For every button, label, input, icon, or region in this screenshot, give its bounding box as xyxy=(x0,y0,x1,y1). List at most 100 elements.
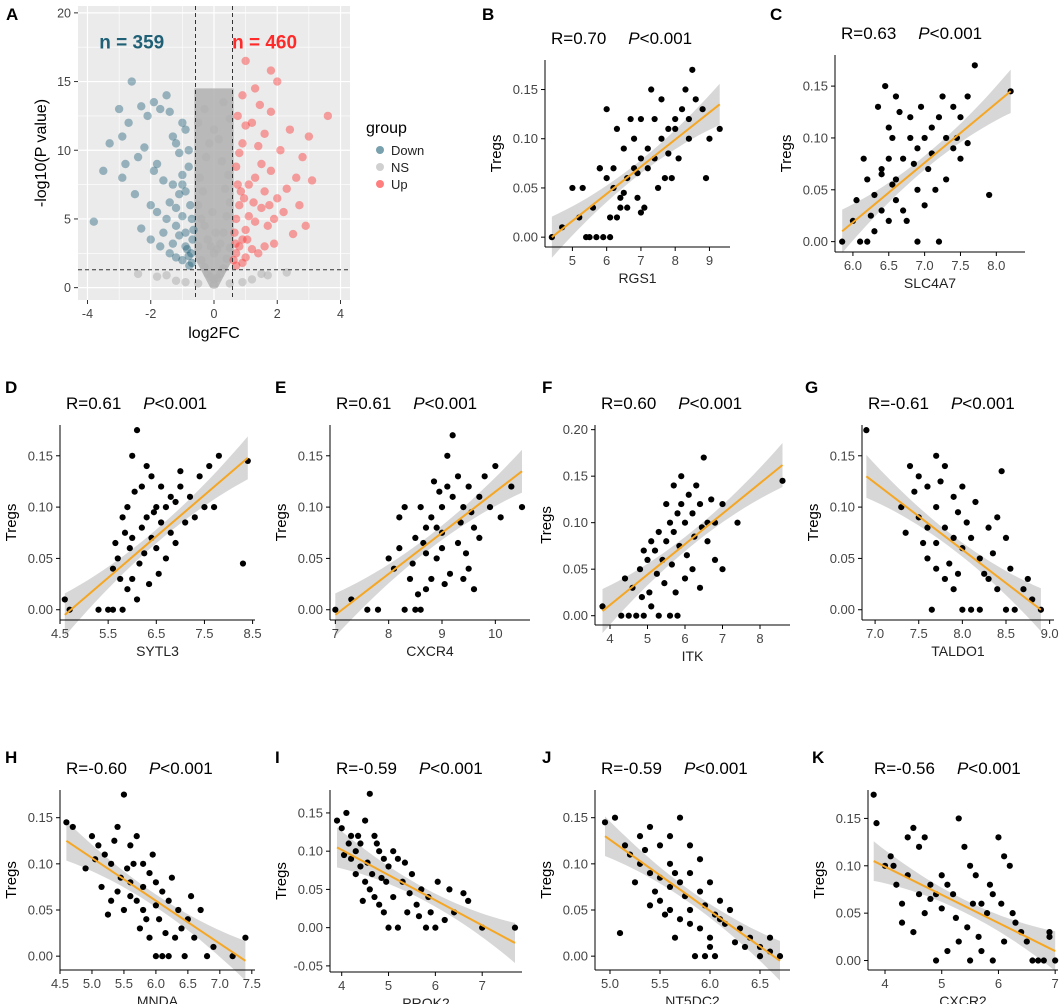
data-point xyxy=(159,228,168,237)
data-point xyxy=(417,504,424,511)
data-point xyxy=(711,556,719,563)
data-point xyxy=(994,586,1001,593)
data-point xyxy=(250,173,260,182)
data-point xyxy=(986,881,994,888)
data-point xyxy=(133,596,141,603)
data-point xyxy=(933,452,940,459)
data-point xyxy=(666,883,674,891)
data-point xyxy=(1023,938,1030,945)
data-point xyxy=(885,217,892,224)
data-point xyxy=(658,135,665,142)
r-value: R=-0.60 xyxy=(66,759,127,778)
y-tick-label: 0.05 xyxy=(298,882,323,897)
data-point xyxy=(681,575,689,582)
data-point xyxy=(117,575,124,583)
data-point xyxy=(998,468,1005,475)
data-point xyxy=(928,124,935,131)
data-point xyxy=(666,833,674,840)
panel-c: C 6.0 6.5 7.0 7.5 8.0 0.00 0.05 0.10 0.15 SLC4A7 Tr… xyxy=(770,5,1025,291)
data-point xyxy=(676,916,684,923)
x-axis-label: log2FC xyxy=(188,325,240,342)
data-point xyxy=(959,483,966,490)
data-point xyxy=(882,83,889,90)
data-point xyxy=(691,953,699,960)
data-point xyxy=(206,462,213,470)
data-point xyxy=(441,916,448,924)
data-point xyxy=(181,187,190,196)
data-point xyxy=(692,96,699,103)
x-tick-label: 4 xyxy=(606,631,613,646)
data-point xyxy=(155,916,163,923)
data-point xyxy=(282,268,291,277)
data-point xyxy=(666,612,674,619)
data-point xyxy=(776,953,784,960)
data-point xyxy=(412,534,419,541)
data-point xyxy=(220,184,230,193)
data-point xyxy=(263,221,272,231)
data-point xyxy=(265,201,274,210)
data-point xyxy=(641,204,648,211)
data-point xyxy=(636,566,644,573)
data-point xyxy=(708,496,715,503)
x-tick-label: 4 xyxy=(338,978,345,993)
data-point xyxy=(369,871,376,878)
data-point xyxy=(254,141,263,151)
data-point xyxy=(152,879,160,886)
data-point xyxy=(994,514,1001,521)
data-point xyxy=(168,874,175,881)
data-point xyxy=(307,176,317,185)
data-point xyxy=(856,238,864,245)
data-point xyxy=(357,863,364,870)
data-point xyxy=(105,606,112,613)
regression-line xyxy=(65,839,246,962)
data-point xyxy=(231,261,241,270)
y-axis-label: Tregs xyxy=(488,135,505,173)
data-point xyxy=(967,534,975,541)
data-point xyxy=(333,817,341,824)
data-point xyxy=(152,207,162,217)
data-point xyxy=(378,874,385,882)
data-point xyxy=(165,249,174,258)
data-point xyxy=(1024,575,1031,583)
data-point xyxy=(206,242,216,251)
x-tick-label: 6 xyxy=(681,631,688,646)
data-point xyxy=(952,914,960,921)
data-point xyxy=(406,575,414,583)
data-point xyxy=(133,897,140,904)
data-point xyxy=(292,173,301,182)
data-point xyxy=(178,170,187,180)
data-point xyxy=(394,924,402,931)
data-point xyxy=(655,612,662,619)
data-point xyxy=(200,262,209,272)
data-point xyxy=(225,279,235,288)
data-point xyxy=(417,606,424,613)
data-point xyxy=(633,612,640,619)
x-tick-label: 10 xyxy=(488,626,502,641)
panel-label: D xyxy=(5,378,17,397)
x-tick-label: 7 xyxy=(719,631,726,646)
data-point xyxy=(696,584,704,591)
r-value: R=-0.59 xyxy=(336,759,397,778)
data-point xyxy=(195,173,204,182)
data-point xyxy=(193,279,203,288)
data-point xyxy=(178,180,187,189)
y-axis-label: -log10(P value) xyxy=(33,99,50,207)
data-point xyxy=(129,452,136,459)
data-point xyxy=(864,238,871,245)
data-point xyxy=(921,202,928,209)
data-point xyxy=(140,906,147,914)
p-label: P xyxy=(957,759,969,778)
x-tick-label: 8.5 xyxy=(244,626,262,641)
data-point xyxy=(127,77,136,86)
data-point xyxy=(177,468,184,475)
p-label: P xyxy=(678,394,690,413)
data-point xyxy=(932,186,939,193)
data-point xyxy=(675,155,682,162)
data-point xyxy=(674,612,681,619)
x-tick-label: 8.0 xyxy=(987,258,1005,273)
data-point xyxy=(668,561,675,568)
x-tick-label: 9 xyxy=(438,626,445,641)
data-point xyxy=(702,175,710,182)
data-point xyxy=(610,165,617,172)
x-tick-label: 8.5 xyxy=(997,626,1015,641)
